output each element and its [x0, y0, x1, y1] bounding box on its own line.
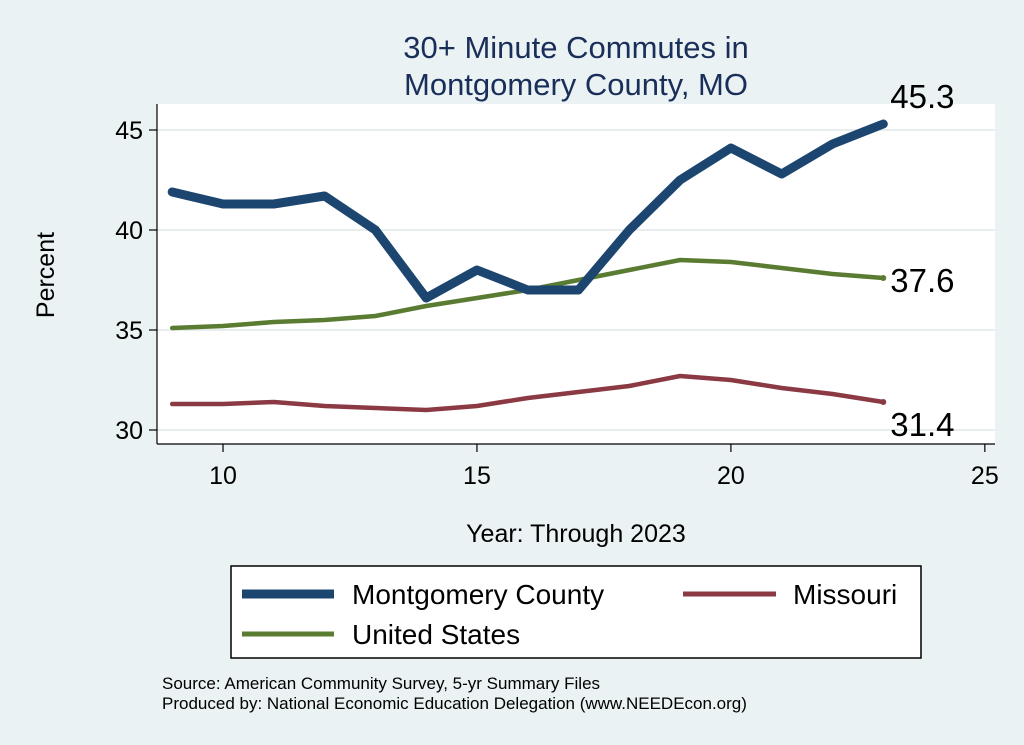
end-labels: 45.3 31.4 37.6: [880, 78, 955, 443]
legend-label-united-states: United States: [352, 619, 520, 650]
end-label-missouri: 31.4: [890, 406, 954, 443]
end-marker-united-states: [880, 275, 887, 281]
series-lines: [167, 119, 888, 413]
x-tick-label: 20: [717, 462, 745, 490]
source-note: Source: American Community Survey, 5-yr …: [162, 674, 600, 693]
end-label-montgomery-county: 45.3: [890, 78, 954, 115]
x-axis-label: Year: Through 2023: [466, 520, 686, 548]
end-marker-missouri: [880, 399, 887, 405]
series-line-missouri: [169, 373, 886, 413]
legend: Montgomery County Missouri United States: [230, 565, 922, 659]
producer-note: Produced by: National Economic Education…: [162, 694, 747, 713]
x-tick-label: 25: [971, 462, 999, 490]
y-tick-label: 35: [115, 317, 143, 345]
x-tick-label: 15: [463, 462, 491, 490]
chart-title-line-1: 30+ Minute Commutes in: [403, 30, 748, 65]
y-tick-label: 30: [115, 417, 143, 445]
end-marker-montgomery-county: [880, 121, 887, 127]
y-tick-label: 45: [115, 117, 143, 145]
legend-label-missouri: Missouri: [793, 579, 897, 610]
axes: 30 35 40 45 10 15 20 25: [115, 104, 999, 490]
end-label-united-states: 37.6: [890, 262, 954, 299]
chart-title-line-2: Montgomery County, MO: [404, 67, 748, 102]
x-tick-label: 10: [209, 462, 237, 490]
series-line-montgomery-county: [167, 119, 888, 303]
legend-box: [230, 565, 922, 659]
legend-label-montgomery: Montgomery County: [352, 579, 604, 610]
y-axis-label: Percent: [32, 232, 60, 318]
y-tick-label: 40: [115, 217, 143, 245]
gridlines: [157, 129, 995, 431]
